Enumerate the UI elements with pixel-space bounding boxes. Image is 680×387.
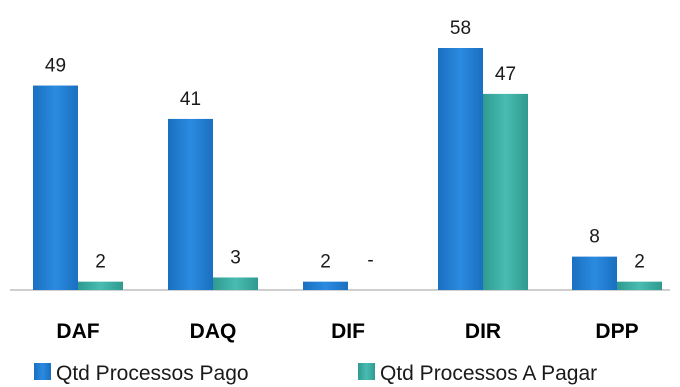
bar-pago-dif [303, 281, 348, 290]
bar-a-pagar-daf [78, 281, 123, 290]
value-label-a-pagar-dif: - [367, 250, 373, 271]
value-label-a-pagar-dpp: 2 [634, 252, 645, 273]
value-label-a-pagar-dir: 47 [495, 64, 516, 85]
value-label-pago-dpp: 8 [589, 227, 600, 248]
category-label-daf: DAF [56, 320, 99, 343]
legend-label-a-pagar: Qtd Processos A Pagar [380, 362, 597, 385]
category-label-daq: DAQ [190, 320, 237, 343]
bar-pago-daq [168, 118, 213, 291]
legend-swatch-a-pagar [358, 363, 375, 380]
category-label-dif: DIF [331, 320, 365, 343]
category-label-dir: DIR [465, 320, 501, 343]
bar-a-pagar-dpp [617, 281, 662, 290]
bar-pago-dir [438, 48, 483, 290]
value-label-pago-dif: 2 [320, 252, 331, 273]
bar-pago-daf [33, 85, 78, 290]
value-label-a-pagar-daf: 2 [95, 252, 106, 273]
category-label-dpp: DPP [595, 320, 638, 343]
value-label-pago-dir: 58 [450, 18, 471, 39]
bar-pago-dpp [572, 256, 617, 290]
legend-swatch-pago [34, 363, 51, 380]
legend: Qtd Processos Pago Qtd Processos A Pagar [34, 362, 597, 385]
value-label-pago-daq: 41 [180, 89, 201, 110]
legend-label-pago: Qtd Processos Pago [56, 362, 249, 385]
value-label-pago-daf: 49 [45, 56, 66, 77]
bar-a-pagar-daq [213, 277, 258, 290]
value-label-a-pagar-daq: 3 [230, 247, 241, 268]
bar-a-pagar-dir [483, 93, 528, 291]
